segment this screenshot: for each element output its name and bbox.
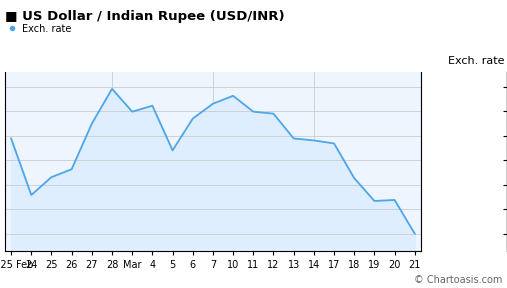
Text: ■ US Dollar / Indian Rupee (USD/INR): ■ US Dollar / Indian Rupee (USD/INR) bbox=[5, 10, 285, 23]
Text: Exch. rate: Exch. rate bbox=[448, 56, 504, 66]
Text: © Chartoasis.com: © Chartoasis.com bbox=[414, 275, 502, 285]
Legend: Exch. rate: Exch. rate bbox=[6, 20, 76, 37]
